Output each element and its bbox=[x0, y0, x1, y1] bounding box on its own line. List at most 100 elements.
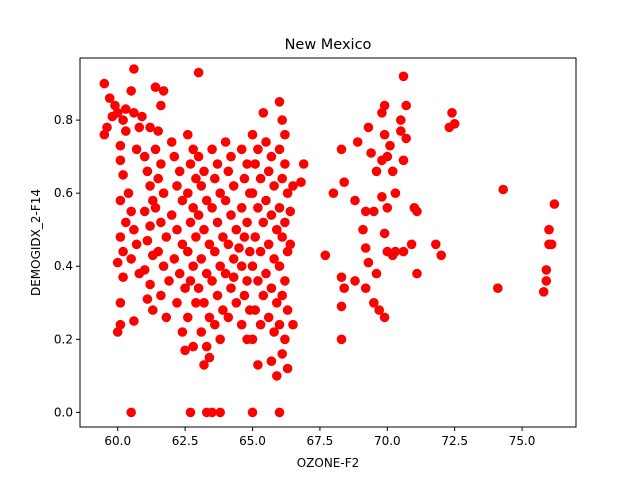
data-point bbox=[196, 327, 207, 337]
chart-title: New Mexico bbox=[285, 37, 372, 53]
data-point bbox=[352, 137, 363, 147]
data-point bbox=[177, 195, 188, 206]
data-point bbox=[258, 217, 269, 228]
data-point bbox=[185, 407, 196, 418]
data-point bbox=[350, 195, 360, 206]
data-point bbox=[150, 203, 161, 213]
data-point bbox=[199, 224, 209, 235]
data-point bbox=[371, 166, 382, 177]
data-point bbox=[360, 283, 371, 294]
data-point bbox=[274, 319, 285, 330]
data-point bbox=[153, 173, 163, 184]
data-point bbox=[401, 100, 412, 111]
data-point bbox=[188, 341, 198, 352]
data-point bbox=[226, 283, 236, 294]
data-point bbox=[239, 290, 250, 301]
data-point bbox=[183, 312, 193, 323]
data-point bbox=[255, 173, 266, 184]
data-point bbox=[371, 268, 382, 279]
data-point bbox=[339, 283, 350, 294]
data-point bbox=[250, 232, 260, 242]
data-point bbox=[253, 360, 263, 370]
data-point bbox=[139, 206, 150, 217]
y-tick-label: 0.4 bbox=[54, 259, 73, 273]
data-point bbox=[166, 137, 177, 147]
data-point bbox=[126, 407, 136, 418]
data-point bbox=[245, 246, 255, 257]
data-point bbox=[447, 108, 457, 118]
data-point bbox=[174, 166, 185, 177]
data-point bbox=[336, 301, 347, 312]
data-point bbox=[247, 407, 258, 418]
y-axis-ticks: 0.0 0.2 0.4 0.6 0.8 bbox=[54, 113, 80, 419]
data-point bbox=[204, 312, 215, 323]
x-tick-label: 62.5 bbox=[172, 434, 199, 448]
data-point bbox=[412, 268, 422, 279]
data-point bbox=[204, 352, 215, 363]
data-point bbox=[250, 159, 260, 169]
data-point bbox=[131, 239, 142, 250]
data-point bbox=[121, 217, 131, 228]
y-tick-label: 0.8 bbox=[54, 113, 73, 127]
data-point bbox=[280, 334, 290, 345]
data-point bbox=[118, 246, 128, 257]
data-point bbox=[188, 203, 198, 213]
data-point bbox=[123, 188, 134, 198]
data-point bbox=[234, 243, 244, 253]
data-point bbox=[369, 298, 379, 308]
data-point bbox=[212, 290, 223, 301]
data-point bbox=[129, 316, 139, 326]
data-point bbox=[358, 224, 368, 235]
x-tick-label: 75.0 bbox=[509, 434, 536, 448]
data-point bbox=[156, 217, 166, 228]
data-point bbox=[239, 173, 250, 184]
data-point bbox=[118, 115, 128, 125]
data-point bbox=[115, 298, 126, 308]
data-point bbox=[220, 137, 231, 147]
data-point bbox=[379, 100, 390, 111]
data-point bbox=[247, 261, 258, 272]
data-point bbox=[112, 327, 123, 337]
data-point bbox=[261, 137, 271, 147]
data-point bbox=[183, 188, 193, 198]
data-point bbox=[360, 206, 371, 217]
data-point bbox=[228, 181, 239, 191]
data-point bbox=[288, 319, 298, 330]
data-point bbox=[280, 159, 290, 169]
data-point bbox=[158, 86, 169, 96]
data-point bbox=[99, 129, 110, 140]
data-point bbox=[449, 119, 460, 129]
data-point bbox=[396, 126, 406, 136]
data-point bbox=[274, 203, 285, 213]
data-point bbox=[274, 261, 285, 272]
data-point bbox=[115, 232, 126, 242]
data-point bbox=[269, 327, 279, 337]
data-point bbox=[142, 235, 153, 246]
data-point bbox=[191, 298, 201, 308]
data-point bbox=[207, 407, 217, 418]
data-point bbox=[148, 195, 158, 206]
data-point bbox=[385, 140, 395, 151]
data-point bbox=[226, 151, 236, 162]
data-point bbox=[212, 217, 223, 228]
data-point bbox=[272, 224, 282, 235]
data-point bbox=[174, 268, 185, 279]
data-point bbox=[210, 246, 220, 257]
data-point bbox=[218, 232, 228, 242]
data-point bbox=[544, 224, 554, 235]
data-point bbox=[137, 111, 147, 122]
data-point bbox=[193, 283, 204, 294]
data-point bbox=[272, 298, 282, 308]
data-point bbox=[336, 144, 347, 155]
points-layer bbox=[99, 64, 560, 418]
data-point bbox=[223, 166, 234, 177]
data-point bbox=[277, 349, 288, 359]
data-point bbox=[139, 151, 150, 162]
data-point bbox=[210, 319, 220, 330]
data-point bbox=[115, 155, 126, 166]
data-point bbox=[263, 166, 274, 177]
data-point bbox=[142, 166, 153, 177]
data-point bbox=[220, 195, 231, 206]
data-point bbox=[350, 276, 360, 286]
x-tick-label: 60.0 bbox=[104, 434, 131, 448]
